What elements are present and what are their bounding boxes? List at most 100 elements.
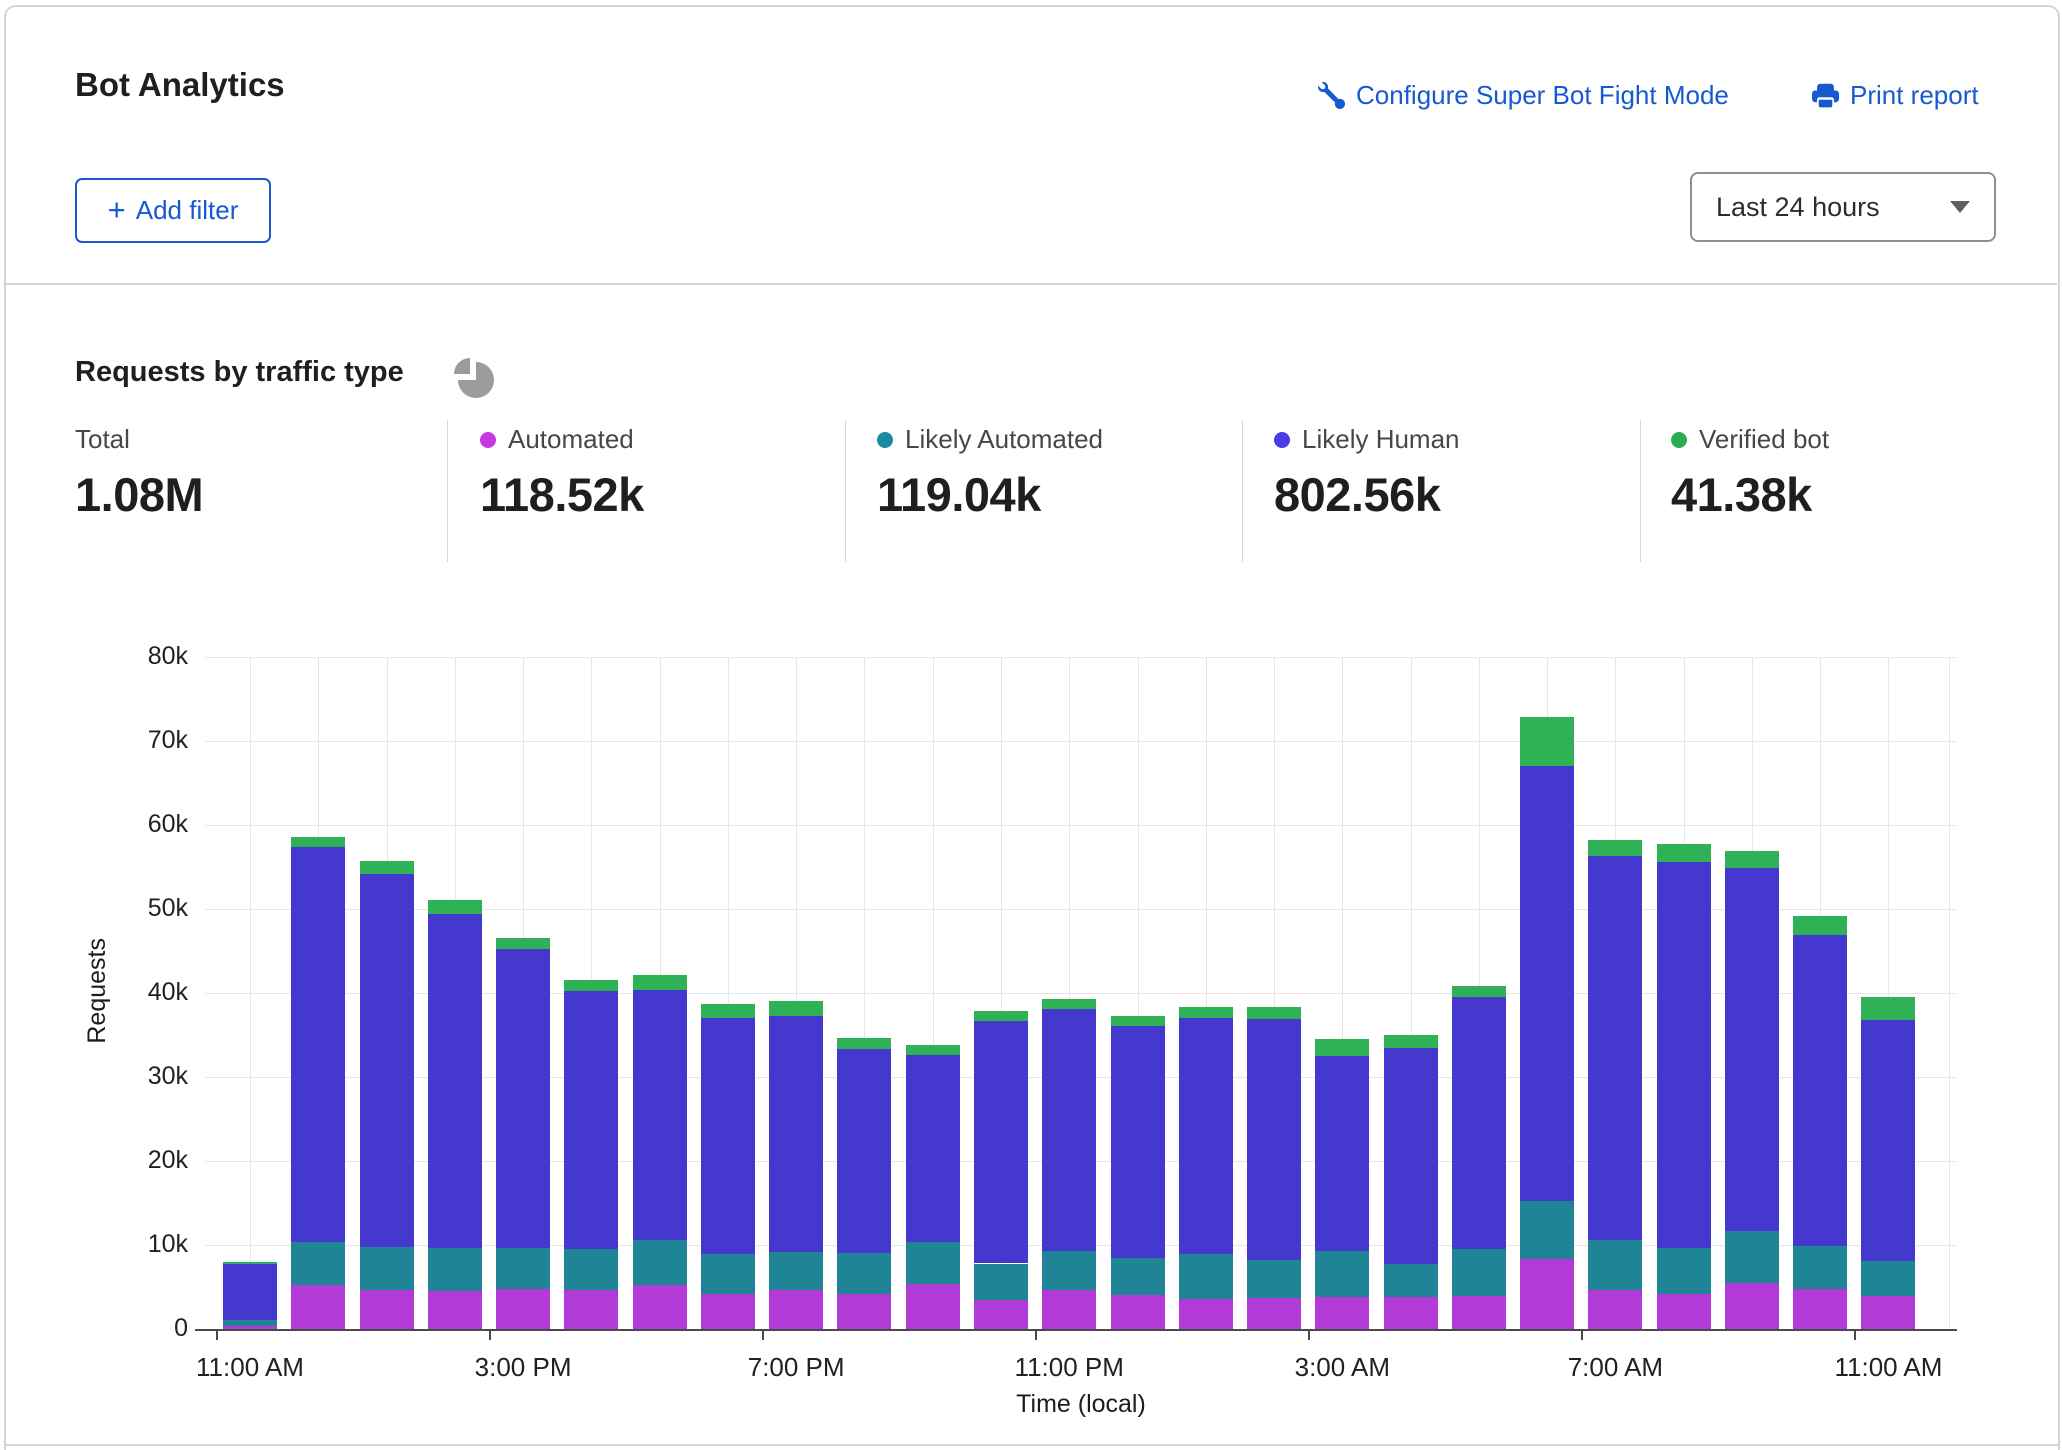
bar-segment-verified-bot[interactable]	[1861, 997, 1916, 1020]
bar-segment-verified-bot[interactable]	[496, 938, 551, 950]
add-filter-button[interactable]: + Add filter	[75, 178, 271, 243]
bar-segment-likely-human[interactable]	[837, 1049, 892, 1254]
bar-segment-likely-human[interactable]	[700, 1018, 755, 1255]
configure-super-bot-fight-mode-link[interactable]: Configure Super Bot Fight Mode	[1318, 80, 1729, 111]
print-report-link[interactable]: Print report	[1812, 80, 1979, 111]
bar-segment-likely-automated[interactable]	[1724, 1230, 1779, 1283]
bar-segment-verified-bot[interactable]	[1178, 1007, 1233, 1019]
bar-segment-verified-bot[interactable]	[1793, 915, 1848, 936]
bar-segment-automated[interactable]	[769, 1290, 824, 1329]
bar-segment-automated[interactable]	[632, 1285, 687, 1329]
bar-segment-automated[interactable]	[1110, 1294, 1165, 1329]
bar-segment-likely-human[interactable]	[1793, 935, 1848, 1246]
bar-segment-likely-automated[interactable]	[1110, 1257, 1165, 1295]
bar-segment-automated[interactable]	[1247, 1297, 1302, 1329]
bar-segment-verified-bot[interactable]	[223, 1261, 277, 1265]
bar-segment-likely-automated[interactable]	[769, 1251, 824, 1291]
bar-segment-verified-bot[interactable]	[1042, 998, 1097, 1009]
bar-segment-automated[interactable]	[1315, 1297, 1370, 1329]
bar-segment-likely-automated[interactable]	[1247, 1260, 1302, 1298]
bar-segment-verified-bot[interactable]	[905, 1045, 960, 1056]
bar-segment-likely-automated[interactable]	[1861, 1260, 1916, 1297]
bar-segment-automated[interactable]	[359, 1290, 414, 1329]
bar-segment-automated[interactable]	[564, 1290, 619, 1329]
time-range-select[interactable]: Last 24 hours	[1690, 172, 1996, 242]
bar-segment-likely-automated[interactable]	[1588, 1239, 1643, 1291]
bar-segment-automated[interactable]	[1793, 1288, 1848, 1329]
bar-segment-likely-automated[interactable]	[1793, 1245, 1848, 1289]
bar-segment-verified-bot[interactable]	[1383, 1035, 1438, 1048]
bar-segment-verified-bot[interactable]	[700, 1003, 755, 1019]
bar-segment-likely-human[interactable]	[1383, 1047, 1438, 1265]
bar-segment-likely-automated[interactable]	[1656, 1248, 1711, 1294]
bar-segment-verified-bot[interactable]	[837, 1038, 892, 1050]
bar-segment-likely-automated[interactable]	[905, 1241, 960, 1284]
bar-segment-likely-automated[interactable]	[359, 1246, 414, 1291]
bar-segment-likely-human[interactable]	[1588, 856, 1643, 1240]
bar-segment-likely-automated[interactable]	[837, 1253, 892, 1294]
bar-segment-verified-bot[interactable]	[427, 899, 482, 915]
bar-segment-likely-automated[interactable]	[496, 1248, 551, 1289]
bar-segment-automated[interactable]	[1383, 1297, 1438, 1329]
bar-segment-likely-automated[interactable]	[223, 1319, 277, 1326]
bar-segment-likely-human[interactable]	[496, 949, 551, 1249]
bar-segment-likely-human[interactable]	[1724, 867, 1779, 1231]
bar-segment-verified-bot[interactable]	[1656, 844, 1711, 862]
bar-segment-automated[interactable]	[1520, 1259, 1575, 1329]
bar-segment-likely-human[interactable]	[1451, 997, 1506, 1250]
bar-segment-verified-bot[interactable]	[1315, 1039, 1370, 1056]
bar-segment-verified-bot[interactable]	[973, 1010, 1028, 1021]
bar-segment-automated[interactable]	[291, 1285, 346, 1329]
bar-segment-likely-human[interactable]	[1247, 1019, 1302, 1261]
bar-segment-likely-automated[interactable]	[1042, 1250, 1097, 1290]
bar-segment-likely-human[interactable]	[1042, 1008, 1097, 1251]
bar-segment-verified-bot[interactable]	[1520, 716, 1575, 767]
bar-segment-automated[interactable]	[1042, 1289, 1097, 1329]
bar-segment-automated[interactable]	[1656, 1293, 1711, 1329]
bar-segment-automated[interactable]	[1451, 1296, 1506, 1329]
bar-segment-likely-human[interactable]	[1861, 1019, 1916, 1261]
bar-segment-likely-automated[interactable]	[1315, 1250, 1370, 1298]
bar-segment-verified-bot[interactable]	[359, 861, 414, 874]
bar-segment-likely-automated[interactable]	[564, 1249, 619, 1291]
bar-segment-automated[interactable]	[427, 1291, 482, 1329]
bar-segment-likely-automated[interactable]	[427, 1248, 482, 1292]
bar-segment-verified-bot[interactable]	[769, 1001, 824, 1016]
bar-segment-likely-automated[interactable]	[632, 1239, 687, 1286]
bar-segment-likely-human[interactable]	[1178, 1018, 1233, 1255]
bar-segment-verified-bot[interactable]	[1588, 840, 1643, 857]
bar-segment-automated[interactable]	[1724, 1282, 1779, 1329]
bar-segment-likely-human[interactable]	[905, 1055, 960, 1242]
bar-segment-automated[interactable]	[496, 1288, 551, 1329]
bar-segment-likely-human[interactable]	[564, 991, 619, 1250]
bar-segment-likely-automated[interactable]	[700, 1254, 755, 1294]
bar-segment-automated[interactable]	[1178, 1298, 1233, 1329]
bar-segment-likely-human[interactable]	[632, 989, 687, 1240]
bar-segment-automated[interactable]	[905, 1283, 960, 1329]
bar-segment-likely-automated[interactable]	[1178, 1254, 1233, 1299]
bar-segment-likely-human[interactable]	[973, 1020, 1028, 1264]
bar-segment-verified-bot[interactable]	[632, 975, 687, 990]
bar-segment-verified-bot[interactable]	[564, 980, 619, 992]
bar-segment-likely-human[interactable]	[1315, 1056, 1370, 1251]
bar-segment-likely-human[interactable]	[1110, 1025, 1165, 1258]
bar-segment-verified-bot[interactable]	[1451, 986, 1506, 998]
bar-segment-likely-human[interactable]	[769, 1015, 824, 1252]
bar-segment-verified-bot[interactable]	[1110, 1015, 1165, 1026]
bar-segment-likely-automated[interactable]	[291, 1241, 346, 1286]
bar-segment-likely-human[interactable]	[427, 914, 482, 1249]
bar-segment-likely-human[interactable]	[1520, 766, 1575, 1202]
bar-segment-verified-bot[interactable]	[1724, 851, 1779, 868]
bar-segment-likely-human[interactable]	[223, 1264, 277, 1320]
bar-segment-automated[interactable]	[700, 1293, 755, 1329]
bar-segment-likely-automated[interactable]	[1451, 1249, 1506, 1297]
bar-segment-likely-automated[interactable]	[1520, 1201, 1575, 1260]
bar-segment-likely-human[interactable]	[359, 873, 414, 1247]
bar-segment-likely-automated[interactable]	[973, 1263, 1028, 1300]
bar-segment-verified-bot[interactable]	[291, 836, 346, 847]
bar-segment-likely-human[interactable]	[291, 846, 346, 1242]
bar-segment-automated[interactable]	[223, 1325, 277, 1329]
bar-segment-automated[interactable]	[973, 1299, 1028, 1329]
bar-segment-likely-human[interactable]	[1656, 861, 1711, 1249]
bar-segment-likely-automated[interactable]	[1383, 1264, 1438, 1298]
